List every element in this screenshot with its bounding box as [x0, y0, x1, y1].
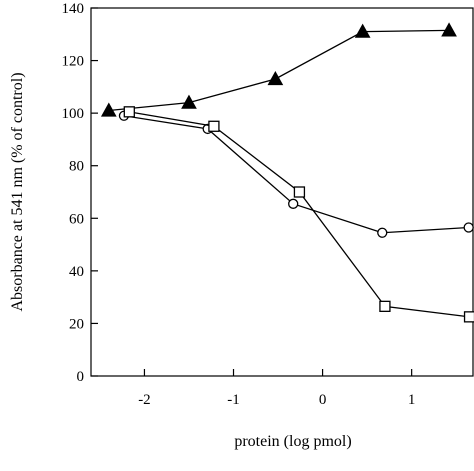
data-point-square: [123, 106, 135, 118]
data-point-square: [293, 186, 306, 198]
y-tick-label: 0: [77, 369, 85, 385]
y-tick-label: 40: [69, 264, 84, 280]
data-point-circle: [377, 227, 388, 238]
y-tick-label: 100: [62, 106, 85, 122]
y-tick-label: 140: [62, 1, 85, 17]
series-filled-triangle: [100, 22, 457, 117]
data-point-square: [463, 311, 474, 323]
axes: 0 20 40 60 80 100 120 140 -2 -1 0 1: [62, 1, 474, 408]
data-point-triangle: [100, 102, 117, 117]
x-axis-label: protein (log pmol): [234, 433, 351, 450]
x-tick-label: -1: [227, 392, 240, 408]
data-point-triangle: [267, 70, 284, 86]
data-point-triangle: [354, 23, 371, 38]
series-open-circle: [118, 110, 474, 238]
data-point-square: [379, 300, 391, 312]
series-line: [129, 111, 470, 318]
data-point-triangle: [181, 94, 197, 109]
data-point-square: [208, 120, 220, 132]
y-tick-label: 60: [69, 211, 84, 227]
plot-frame: [90, 7, 474, 377]
x-tick-label: 1: [408, 392, 416, 408]
series-line: [108, 29, 450, 112]
x-tick-label: -2: [138, 392, 151, 408]
y-tick-label: 80: [69, 159, 84, 175]
series-layer: [100, 22, 474, 323]
y-tick-label: 20: [69, 316, 84, 332]
data-point-circle: [463, 222, 474, 233]
x-tick-label: 0: [319, 392, 327, 408]
data-point-triangle: [441, 22, 457, 37]
y-tick-label: 120: [62, 54, 85, 70]
series-open-square: [123, 106, 474, 323]
series-line: [123, 115, 469, 234]
data-point-circle: [288, 198, 299, 209]
y-axis-label: Absorbance at 541 nm (% of control): [9, 72, 26, 311]
